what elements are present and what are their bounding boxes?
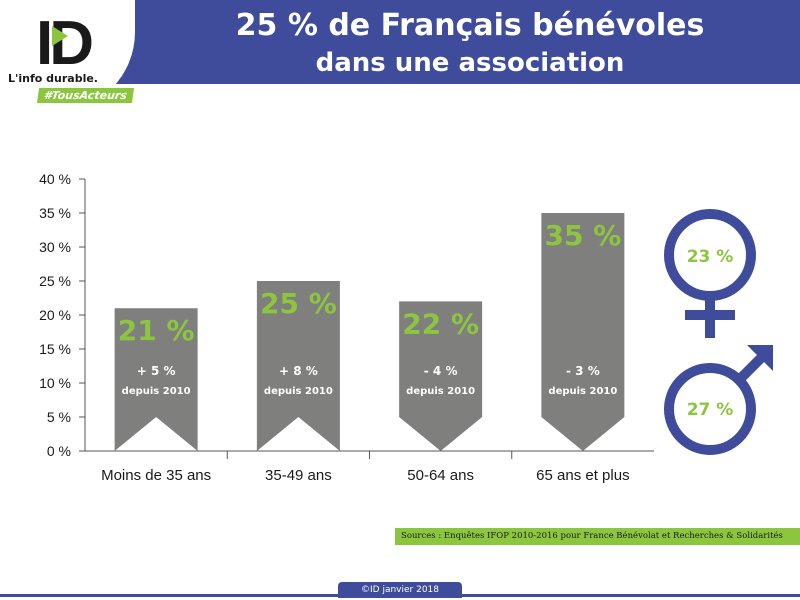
female-value: 23 % — [687, 247, 734, 267]
bar-change-label: - 4 % — [424, 364, 458, 378]
bar-change-label: + 8 % — [279, 364, 318, 378]
bar-value-label: 21 % — [118, 314, 195, 347]
bar-value-label: 22 % — [402, 307, 479, 340]
bar-value-label: 35 % — [544, 219, 621, 252]
logo-panel: ID L'info durable. #TousActeurs — [0, 0, 135, 112]
logo-tagline: L'info durable. — [8, 72, 98, 85]
bar — [541, 213, 625, 451]
bars: 21 % + 5 % depuis 2010 25 % + 8 % depuis 2010… — [114, 213, 625, 451]
bar-change-label: - 3 % — [566, 364, 600, 378]
y-tick-label: 0 % — [47, 443, 71, 459]
bar — [399, 301, 483, 451]
x-axis: Moins de 35 ans 35-49 ans 50-64 ans 65 ans … — [85, 450, 654, 484]
hashtag-badge: #TousActeurs — [36, 88, 134, 103]
bar — [114, 308, 198, 451]
y-tick-label: 30 % — [39, 239, 71, 255]
y-tick-label: 5 % — [47, 409, 71, 425]
y-tick-label: 40 % — [39, 171, 71, 187]
sources-note: Sources : Enquêtes IFOP 2010-2016 pour F… — [395, 528, 800, 545]
female-symbol-icon — [664, 209, 756, 338]
y-tick-label: 25 % — [39, 273, 71, 289]
bar-value-label: 25 % — [260, 287, 337, 320]
male-value: 27 % — [687, 400, 734, 420]
page-title-line-2: dans une association — [315, 48, 625, 78]
bar-change-note: depuis 2010 — [548, 386, 617, 397]
y-axis: 0 % 5 % 10 % 15 % 20 % 25 % 30 % 35 % 40 % — [39, 171, 86, 459]
y-tick-label: 15 % — [39, 341, 71, 357]
y-tick-label: 10 % — [39, 375, 71, 391]
bar-change-note: depuis 2010 — [264, 386, 333, 397]
x-category-label: Moins de 35 ans — [101, 467, 211, 484]
bar-change-label: + 5 % — [137, 364, 176, 378]
y-tick-label: 35 % — [39, 205, 71, 221]
gender-stats: 23 % 27 % — [664, 209, 773, 455]
logo-play-triangle-icon — [52, 26, 68, 46]
x-category-label: 50-64 ans — [407, 467, 474, 484]
bar-change-note: depuis 2010 — [406, 386, 475, 397]
bar — [256, 281, 340, 451]
x-category-label: 35-49 ans — [265, 467, 332, 484]
id-logo: ID — [36, 9, 96, 78]
id-logo-text: ID — [36, 9, 92, 78]
bar-chart: 0 % 5 % 10 % 15 % 20 % 25 % 30 % 35 % 40 % 21 % +… — [39, 171, 654, 484]
page-title-line-1: 25 % de Français bénévoles — [235, 8, 705, 43]
bar-change-note: depuis 2010 — [122, 386, 191, 397]
x-category-label: 65 ans et plus — [536, 467, 629, 484]
y-tick-label: 20 % — [39, 307, 71, 323]
copyright-tab: ©ID janvier 2018 — [338, 582, 462, 598]
male-symbol-icon — [664, 345, 773, 455]
